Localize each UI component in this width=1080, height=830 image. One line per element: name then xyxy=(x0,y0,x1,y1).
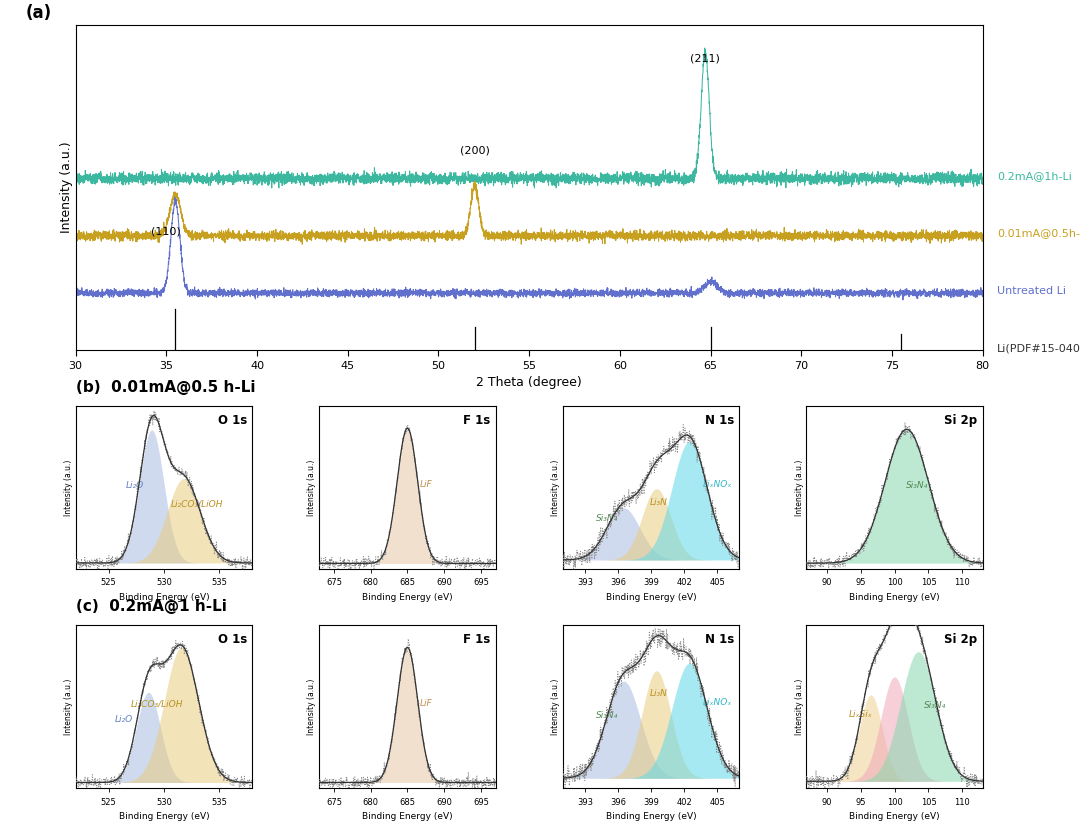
Text: Untreated Li: Untreated Li xyxy=(997,286,1066,295)
Text: (a): (a) xyxy=(26,3,52,22)
Text: (211): (211) xyxy=(690,54,720,64)
Text: N 1s: N 1s xyxy=(704,414,734,427)
X-axis label: Binding Energy (eV): Binding Energy (eV) xyxy=(362,812,453,821)
X-axis label: Binding Energy (eV): Binding Energy (eV) xyxy=(119,593,210,602)
Text: Li₂CO₃/LiOH: Li₂CO₃/LiOH xyxy=(131,699,184,708)
Text: LiF: LiF xyxy=(419,699,432,708)
Text: Si₃N₄: Si₃N₄ xyxy=(596,711,618,720)
Text: Si 2p: Si 2p xyxy=(944,633,977,646)
Text: Li(PDF#15-0401): Li(PDF#15-0401) xyxy=(997,343,1080,353)
Text: Li₂O: Li₂O xyxy=(114,715,133,724)
Text: (b)  0.01mA@0.5 h-Li: (b) 0.01mA@0.5 h-Li xyxy=(76,380,255,395)
Text: 0.2mA@1h-Li: 0.2mA@1h-Li xyxy=(997,171,1072,181)
X-axis label: Binding Energy (eV): Binding Energy (eV) xyxy=(362,593,453,602)
Text: LiₓNOₓ: LiₓNOₓ xyxy=(702,480,732,489)
Text: Li₂CO₃/LiOH: Li₂CO₃/LiOH xyxy=(171,499,224,508)
Text: O 1s: O 1s xyxy=(217,633,247,646)
Y-axis label: Intensity (a.u.): Intensity (a.u.) xyxy=(551,459,559,515)
X-axis label: Binding Energy (eV): Binding Energy (eV) xyxy=(849,593,940,602)
X-axis label: Binding Energy (eV): Binding Energy (eV) xyxy=(849,812,940,821)
Text: N 1s: N 1s xyxy=(704,633,734,646)
Text: Li₂O: Li₂O xyxy=(126,481,145,490)
Text: (200): (200) xyxy=(460,145,489,155)
Text: Si₃N₄: Si₃N₄ xyxy=(906,481,928,490)
X-axis label: 2 Theta (degree): 2 Theta (degree) xyxy=(476,376,582,389)
Text: LiF: LiF xyxy=(419,480,432,489)
Text: Si 2p: Si 2p xyxy=(944,414,977,427)
Text: O 1s: O 1s xyxy=(217,414,247,427)
Text: Si₃N₄: Si₃N₄ xyxy=(596,515,618,524)
Text: Li₃N: Li₃N xyxy=(650,689,667,698)
Text: Si₃N₄: Si₃N₄ xyxy=(924,701,946,710)
X-axis label: Binding Energy (eV): Binding Energy (eV) xyxy=(119,812,210,821)
Y-axis label: Intensity (a.u.): Intensity (a.u.) xyxy=(795,678,804,735)
Y-axis label: Intensity (a.u.): Intensity (a.u.) xyxy=(795,459,804,515)
Y-axis label: Intensity (a.u.): Intensity (a.u.) xyxy=(64,459,72,515)
Text: F 1s: F 1s xyxy=(463,633,490,646)
X-axis label: Binding Energy (eV): Binding Energy (eV) xyxy=(606,812,697,821)
Text: F 1s: F 1s xyxy=(463,414,490,427)
Text: 0.01mA@0.5h-Li: 0.01mA@0.5h-Li xyxy=(997,228,1080,238)
Text: Li₃N: Li₃N xyxy=(650,497,667,506)
Y-axis label: Intensity (a.u.): Intensity (a.u.) xyxy=(308,678,316,735)
Y-axis label: Intensity (a.u.): Intensity (a.u.) xyxy=(308,459,316,515)
X-axis label: Binding Energy (eV): Binding Energy (eV) xyxy=(606,593,697,602)
Text: (c)  0.2mA@1 h-Li: (c) 0.2mA@1 h-Li xyxy=(76,599,227,614)
Text: (110): (110) xyxy=(151,227,181,237)
Text: LiₓSiₓ: LiₓSiₓ xyxy=(849,710,873,719)
Text: LiₓNOₓ: LiₓNOₓ xyxy=(702,698,732,707)
Y-axis label: Intensity (a.u.): Intensity (a.u.) xyxy=(59,142,72,233)
Y-axis label: Intensity (a.u.): Intensity (a.u.) xyxy=(551,678,559,735)
Y-axis label: Intensity (a.u.): Intensity (a.u.) xyxy=(64,678,72,735)
